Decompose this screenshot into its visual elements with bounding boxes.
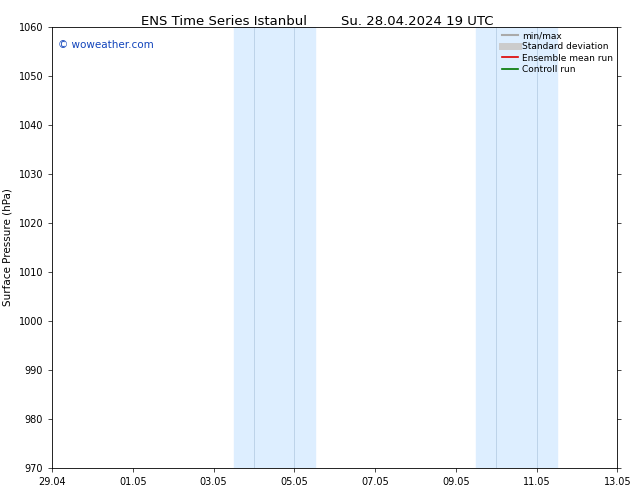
Bar	[234, 26, 314, 468]
Y-axis label: Surface Pressure (hPa): Surface Pressure (hPa)	[3, 188, 13, 306]
Text: © woweather.com: © woweather.com	[58, 40, 153, 50]
Text: ENS Time Series Istanbul        Su. 28.04.2024 19 UTC: ENS Time Series Istanbul Su. 28.04.2024 …	[141, 15, 493, 28]
Legend: min/max, Standard deviation, Ensemble mean run, Controll run: min/max, Standard deviation, Ensemble me…	[500, 29, 614, 75]
Bar	[476, 26, 557, 468]
